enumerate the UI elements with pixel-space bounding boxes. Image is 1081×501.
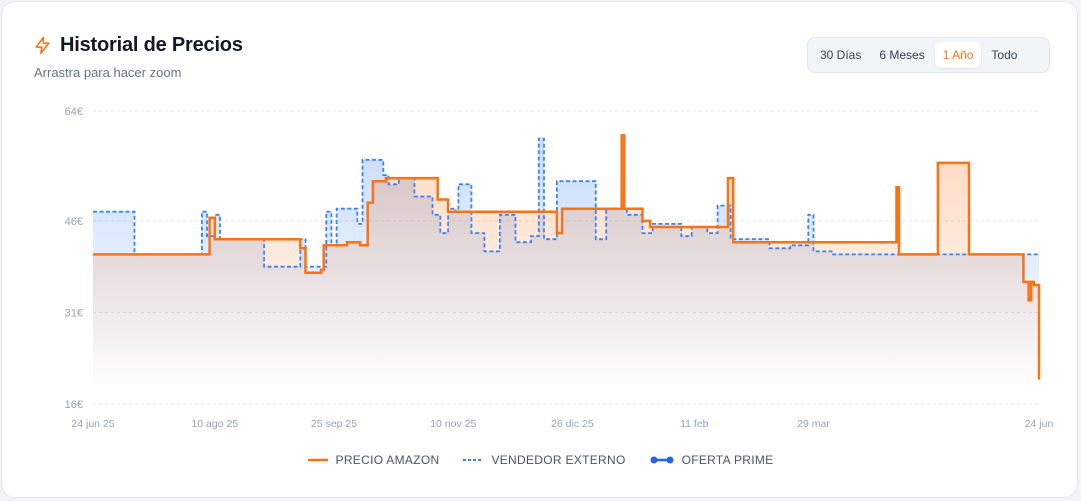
range-6-months-button[interactable]: 6 Meses [879,48,925,62]
y-tick-label: 46€ [65,216,83,228]
x-tick-label: 11 feb [680,418,709,430]
zoom-hint: Arrastra para hacer zoom [34,65,182,80]
legend-label-amazon: PRECIO AMAZON [335,453,440,467]
solid-line-icon [307,458,328,462]
range-all-button[interactable]: Todo [991,48,1018,62]
lightning-icon [33,36,52,55]
range-selector: 30 Días 6 Meses 1 Año Todo [807,37,1050,73]
legend-label-prime: OFERTA PRIME [681,453,774,467]
dot-line-icon [650,456,674,464]
y-tick-label: 64€ [65,106,83,118]
amazon-price-line[interactable] [93,134,1041,380]
x-tick-label: 10 nov 25 [430,418,476,430]
legend-item-external[interactable]: VENDEDOR EXTERNO [463,453,625,467]
x-tick-label: 24 jun [1025,418,1054,430]
dashed-line-icon [463,459,484,461]
chart-legend: PRECIO AMAZON VENDEDOR EXTERNO OFERTA PR… [0,453,1081,467]
range-1-year-button[interactable]: 1 Año [934,42,982,68]
amazon-price-area [93,135,1039,388]
legend-label-external: VENDEDOR EXTERNO [491,453,626,467]
x-tick-label: 24 jun 25 [71,418,114,430]
title-row: Historial de Precios [33,34,243,57]
range-30-days-button[interactable]: 30 Días [820,48,862,62]
x-tick-label: 29 mar [797,418,830,430]
x-tick-label: 10 ago 25 [191,418,238,430]
page-title: Historial de Precios [60,34,243,56]
legend-item-prime[interactable]: OFERTA PRIME [650,453,774,467]
y-tick-label: 31€ [65,307,83,319]
legend-item-amazon[interactable]: PRECIO AMAZON [307,453,440,467]
x-tick-label: 25 sep 25 [311,418,357,430]
y-tick-label: 16€ [65,399,83,411]
x-tick-label: 26 dic 25 [551,418,594,430]
